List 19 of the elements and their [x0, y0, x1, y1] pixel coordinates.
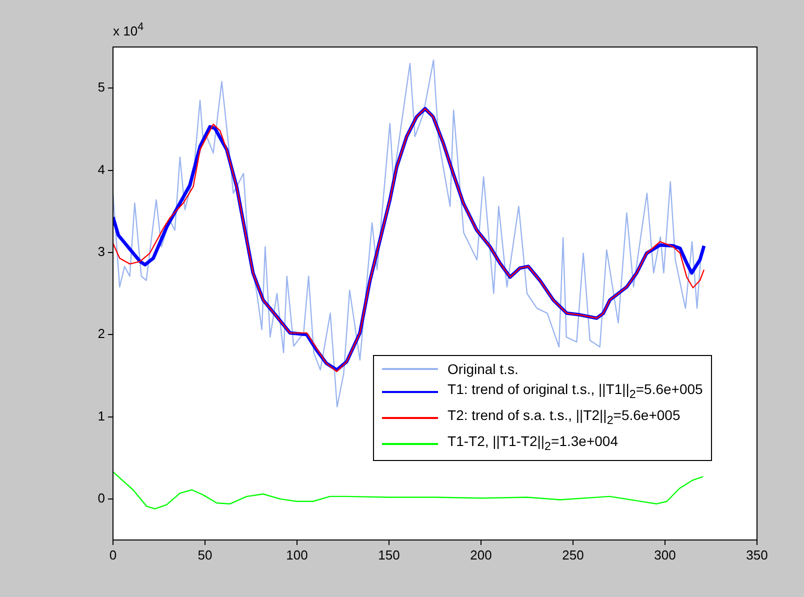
x-tick-label: 200 [470, 547, 492, 562]
x-tick-label: 0 [109, 547, 117, 562]
y-tick-label: 4 [98, 162, 105, 177]
x-tick-label: 300 [654, 547, 676, 562]
x-tick-label: 100 [286, 547, 308, 562]
y-tick-label: 0 [98, 490, 105, 506]
x-tick-label: 350 [746, 547, 768, 562]
legend-label: T1: trend of original t.s., ||T1||$_{2}$=5.6e+005 [448, 380, 703, 403]
legend-label: Original t.s. [448, 360, 518, 380]
x-tick-label: 50 [198, 547, 212, 562]
text: x 10$^{4}$ [113, 21, 144, 38]
y-tick-label: 2 [98, 326, 105, 342]
y-tick-label: 3 [98, 244, 105, 259]
y-tick-label: 1 [98, 408, 105, 424]
y-tick-label: 5 [98, 80, 105, 95]
legend-label: T2: trend of s.a. t.s., ||T2||$_{2}$=5.6e+005 [448, 406, 680, 429]
x-tick-label: 250 [562, 547, 584, 562]
legend-label: T1-T2, ||T1-T2||$_{2}$=1.3e+004 [448, 432, 618, 455]
x-tick-label: 150 [378, 547, 400, 562]
